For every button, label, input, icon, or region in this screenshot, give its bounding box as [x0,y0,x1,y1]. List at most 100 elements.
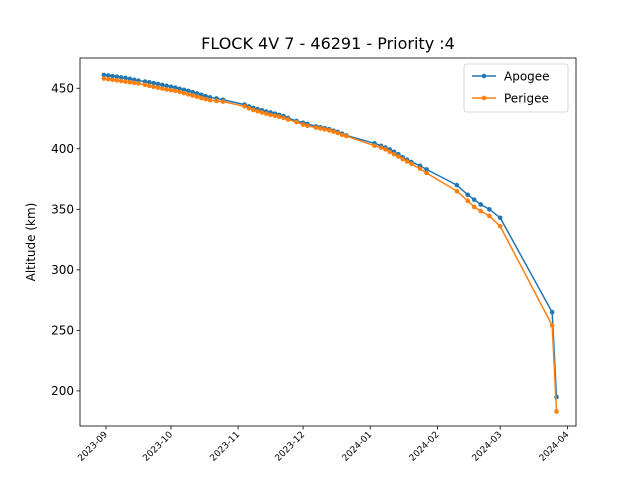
data-point-apogee [168,84,174,90]
data-point-perigee [326,128,332,133]
data-point-perigee [194,94,200,100]
data-point-apogee [164,83,169,89]
y-tick-label: 350 [51,202,74,216]
y-axis-label: Altitude (km) [24,203,38,282]
data-point-apogee [454,182,460,188]
data-point-perigee [198,95,204,101]
data-point-perigee [471,204,477,210]
data-point-perigee [318,126,323,131]
y-axis: 200 250 300 350 400 450 [51,81,80,398]
data-point-perigee [181,90,187,96]
data-point-perigee [344,133,349,139]
legend-label-apogee: Apogee [504,70,550,84]
data-point-apogee [198,92,204,98]
data-point-perigee [404,159,410,164]
data-point-perigee [465,198,471,204]
data-point-apogee [142,79,148,84]
data-point-perigee [259,110,265,115]
y-tick-label: 250 [51,323,74,337]
data-point-perigee [101,76,107,81]
data-point-apogee [190,89,195,95]
data-point-perigee [549,323,555,328]
data-point-perigee [300,122,306,127]
data-point-perigee [487,213,492,219]
data-point-perigee [454,188,460,194]
data-point-apogee [173,85,178,90]
data-point-apogee [105,73,111,78]
data-point-perigee [136,81,141,86]
data-point-perigee [186,92,191,97]
data-point-perigee [250,107,256,113]
data-point-perigee [118,78,124,84]
data-point-perigee [331,129,336,134]
y-tick-label: 450 [51,81,74,95]
data-point-apogee [151,80,156,86]
data-point-apogee [487,207,492,212]
data-point-perigee [155,85,161,90]
data-point-perigee [214,98,219,104]
data-point-apogee [478,202,484,207]
data-point-perigee [242,104,247,109]
data-point-perigee [164,87,169,92]
data-point-perigee [478,208,484,214]
data-point-apogee [194,91,200,96]
data-point-perigee [335,130,341,136]
data-point-apogee [114,74,120,79]
data-point-perigee [294,119,299,125]
data-point-perigee [190,93,195,98]
data-point-perigee [313,125,319,130]
data-point-perigee [255,108,260,114]
data-point-perigee [372,143,377,149]
data-point-perigee [160,86,165,91]
data-point-perigee [554,409,559,414]
data-point-perigee [151,84,156,90]
data-point-perigee [268,112,273,118]
data-point-perigee [339,132,345,138]
chart-title: FLOCK 4V 7 - 46291 - Priority :4 [201,34,455,53]
plot-frame [79,57,577,427]
y-tick-label: 200 [51,384,74,398]
data-point-perigee [305,123,310,129]
data-point-perigee [400,156,406,162]
data-point-perigee [114,78,120,83]
legend: Apogee Perigee [463,63,569,113]
data-point-apogee [186,88,191,94]
data-point-apogee [118,75,124,80]
data-point-perigee [246,105,252,111]
data-point-perigee [409,161,414,167]
data-point-perigee [322,127,328,132]
data-point-perigee [203,96,208,102]
data-point-apogee [123,75,128,81]
legend-marker-perigee [481,95,487,101]
data-point-perigee [177,89,182,95]
data-point-perigee [263,111,269,116]
data-point-apogee [147,79,152,85]
data-point-apogee [471,197,477,202]
data-point-perigee [220,99,226,104]
data-point-apogee [181,87,187,93]
data-point-perigee [497,223,503,229]
data-point-apogee [424,167,429,172]
data-point-perigee [387,149,393,155]
data-point-perigee [105,76,111,82]
legend-label-perigee: Perigee [504,92,549,106]
data-point-apogee [549,309,555,315]
data-point-perigee [123,79,128,84]
data-point-perigee [147,83,152,89]
data-point-perigee [276,114,282,120]
data-point-perigee [285,117,291,122]
plot-area [101,72,559,414]
data-point-perigee [383,147,388,152]
data-point-perigee [127,79,133,85]
data-point-perigee [110,77,115,83]
data-point-apogee [160,82,165,88]
data-point-perigee [168,87,174,93]
legend-marker-apogee [481,73,487,79]
data-point-perigee [207,97,213,103]
data-point-perigee [131,80,137,86]
data-point-perigee [378,145,384,150]
data-point-apogee [465,192,471,198]
data-point-perigee [281,115,286,121]
data-point-perigee [272,113,278,119]
